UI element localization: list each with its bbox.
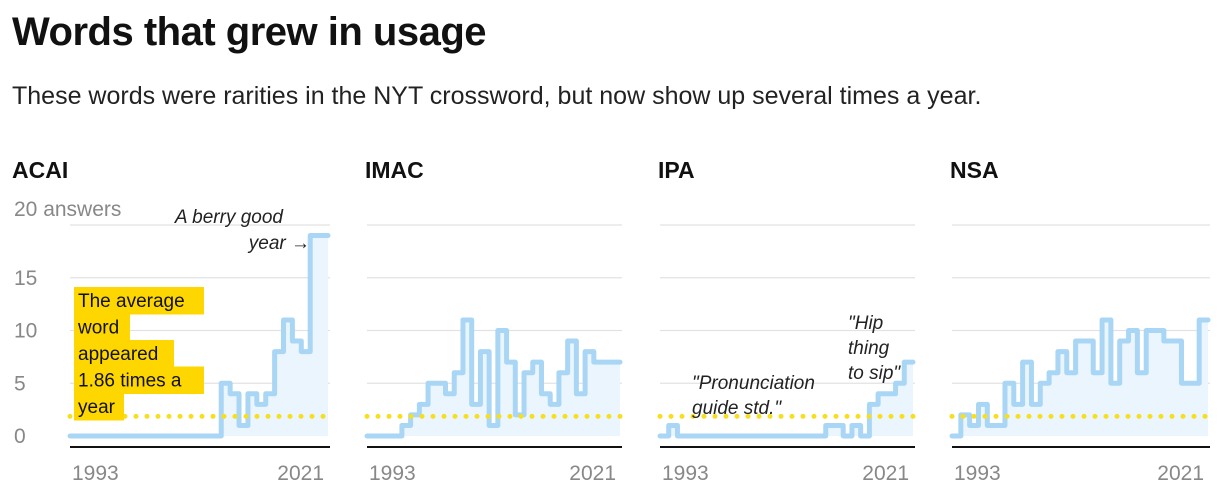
y-tick-label: 10	[14, 320, 37, 343]
y-tick-label: 5	[14, 372, 26, 395]
panel-nsa: NSA 1993 2021	[949, 157, 1213, 485]
y-tick-label: 15	[14, 267, 37, 290]
series-area	[367, 319, 620, 436]
x-tick-label: 1993	[369, 462, 416, 485]
average-label-line: year	[78, 397, 116, 418]
annotation-text: "Pronunciation	[692, 373, 815, 394]
annotation-text: guide std."	[692, 398, 782, 419]
series-area	[660, 362, 913, 436]
page-title: Words that grew in usage	[12, 10, 487, 54]
annotation-text: thing	[848, 338, 890, 359]
average-label-highlight	[74, 287, 204, 315]
annotation-text: to sip"	[848, 363, 901, 384]
series-line	[67, 233, 331, 439]
page-subtitle: These words were rarities in the NYT cro…	[12, 82, 982, 110]
x-tick-label: 2021	[277, 462, 324, 485]
average-label-line: appeared	[78, 344, 158, 365]
annotation-text: year →	[247, 233, 310, 254]
panel-title: IMAC	[365, 157, 424, 183]
panel-title: IPA	[658, 157, 695, 183]
x-tick-label: 1993	[72, 462, 119, 485]
series-line	[657, 359, 916, 439]
series-line	[364, 317, 623, 439]
annotation-text: A berry good	[174, 207, 285, 228]
average-label-highlight	[74, 366, 204, 394]
average-label-highlight	[74, 340, 174, 368]
x-tick-label: 2021	[1157, 462, 1204, 485]
x-tick-label: 2021	[862, 462, 909, 485]
annotation-text: "Hip	[848, 313, 883, 334]
average-label-line: The average	[78, 291, 185, 312]
x-tick-label: 1993	[954, 462, 1001, 485]
series-area	[952, 319, 1208, 436]
x-tick-label: 2021	[569, 462, 616, 485]
panel-title: ACAI	[12, 157, 68, 183]
series-line	[949, 317, 1211, 439]
average-label-highlight	[74, 393, 124, 421]
x-tick-label: 1993	[662, 462, 709, 485]
average-label-line: 1.86 times a	[78, 371, 182, 392]
average-label-line: word	[77, 318, 119, 339]
y-tick-label: 0	[14, 425, 26, 448]
panel-imac: IMAC 1993 2021	[364, 157, 625, 485]
panel-acai: ACAI 1993 2021	[12, 157, 333, 485]
average-label-highlight	[74, 313, 130, 341]
panel-ipa: IPA 1993 2021	[657, 157, 918, 485]
panel-title: NSA	[950, 157, 999, 183]
y-tick-label: 20 answers	[14, 198, 121, 221]
